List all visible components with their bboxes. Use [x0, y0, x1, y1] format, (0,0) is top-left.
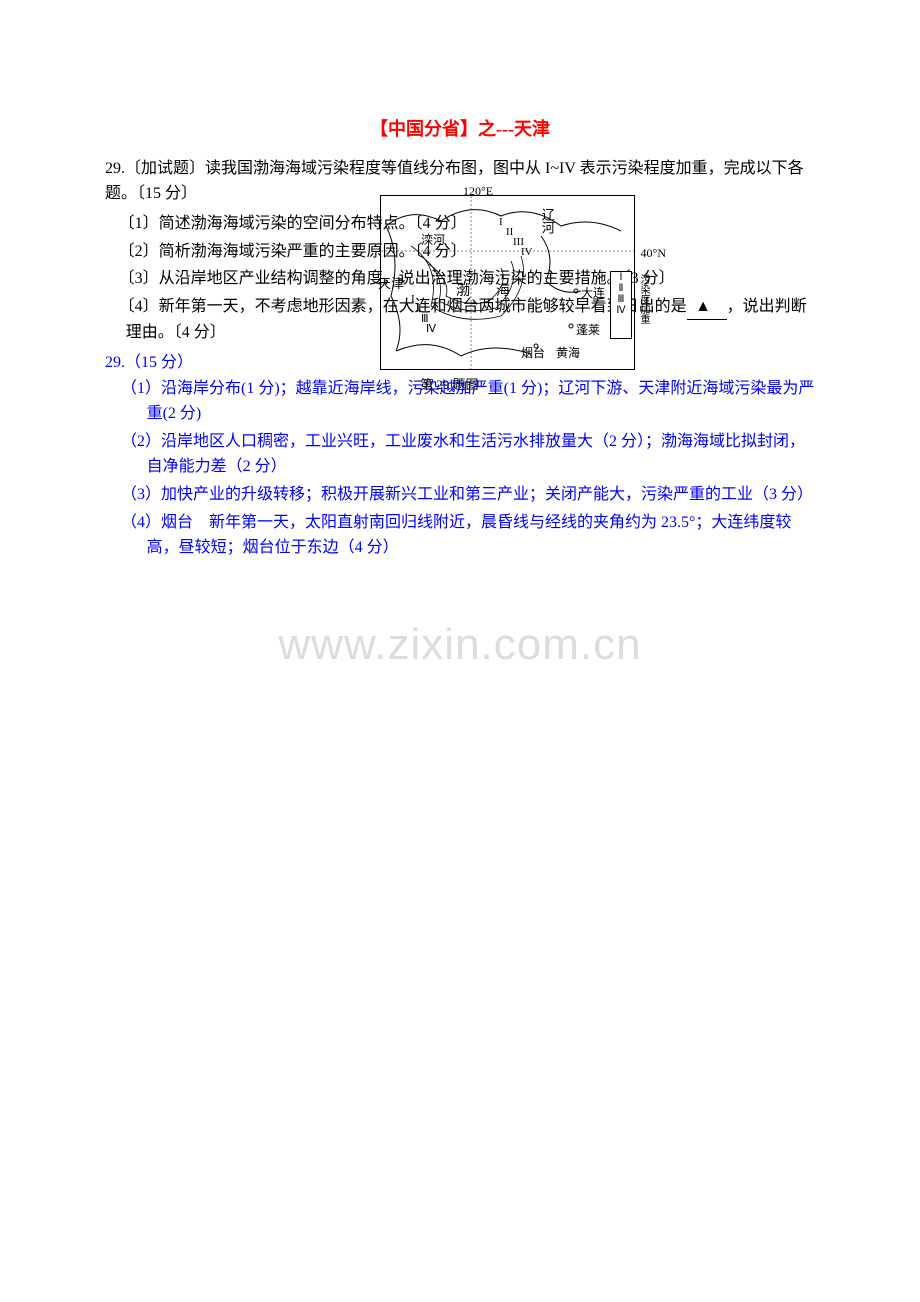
answer-4: （4）烟台 新年第一天，太阳直射南回归线附近，晨昏线与经线的夹角约为 23.5°…	[105, 510, 815, 561]
answer-4-label: （4）	[121, 514, 161, 531]
map-luanhe: 滦河	[421, 231, 445, 250]
title-prefix: 【中国分省】	[370, 119, 478, 139]
legend-text: 污染度加重	[638, 274, 648, 324]
map-r4: IV	[521, 244, 533, 262]
answer-1-label: （1）	[121, 380, 161, 397]
answer-3-label: （3）	[121, 486, 161, 503]
legend-2: Ⅱ	[611, 283, 631, 294]
map-hai: 海	[496, 281, 510, 303]
question-tag: 〔加试题〕	[125, 160, 205, 177]
title-suffix: 之---天津	[478, 119, 550, 139]
map-lng: 120°E	[463, 182, 493, 201]
map-tianjin: 天津	[378, 274, 404, 295]
map-liaohe: 辽河	[536, 208, 557, 234]
answer-2: （2）沿岸地区人口稠密，工业兴旺，工业废水和生活污水排放量大（2 分）；渤海海域…	[105, 429, 815, 480]
question-number: 29.	[105, 160, 125, 177]
answer-4-text: 烟台 新年第一天，太阳直射南回归线附近，晨昏线与经线的夹角约为 23.5°；大连…	[147, 514, 792, 557]
map-bo: 渤	[456, 281, 470, 303]
answer-3: （3）加快产业的升级转移；积极开展新兴工业和第三产业；关闭产能大，污染严重的工业…	[105, 482, 815, 508]
map-legend: Ⅰ Ⅱ Ⅲ Ⅳ	[610, 271, 632, 339]
map-penglai: 蓬莱	[576, 321, 600, 340]
map-caption: 第 29 题图	[420, 375, 479, 396]
legend-1: Ⅰ	[611, 272, 631, 283]
map-yantai: 烟台	[521, 344, 545, 363]
watermark: www.zixin.com.cn	[278, 610, 641, 680]
answer-2-label: （2）	[121, 433, 161, 450]
map-figure: 120°E 40°N 辽河 滦河 天津 渤 海 大连 蓬莱 烟台 黄海 I II…	[380, 195, 635, 370]
map-lat: 40°N	[641, 244, 666, 263]
map-huanghai: 黄海	[556, 344, 580, 363]
map-l1: I	[411, 291, 415, 309]
answer-3-text: 加快产业的升级转移；积极开展新兴工业和第三产业；关闭产能大，污染严重的工业（3 …	[161, 486, 813, 503]
map-r1: I	[499, 214, 503, 232]
answer-1-text: 沿海岸分布(1 分)；越靠近海岸线，污染越加严重(1 分)；辽河下游、天津附近海…	[147, 380, 815, 423]
legend-3: Ⅲ	[611, 294, 631, 305]
map-dalian: 大连	[581, 284, 605, 303]
fill-blank: ▲	[687, 294, 727, 321]
map-l4: Ⅳ	[426, 321, 436, 339]
answer-2-text: 沿岸地区人口稠密，工业兴旺，工业废水和生活污水排放量大（2 分）；渤海海域比拟封…	[147, 433, 805, 476]
page-title: 【中国分省】之---天津	[105, 115, 815, 144]
legend-4: Ⅳ	[611, 305, 631, 316]
